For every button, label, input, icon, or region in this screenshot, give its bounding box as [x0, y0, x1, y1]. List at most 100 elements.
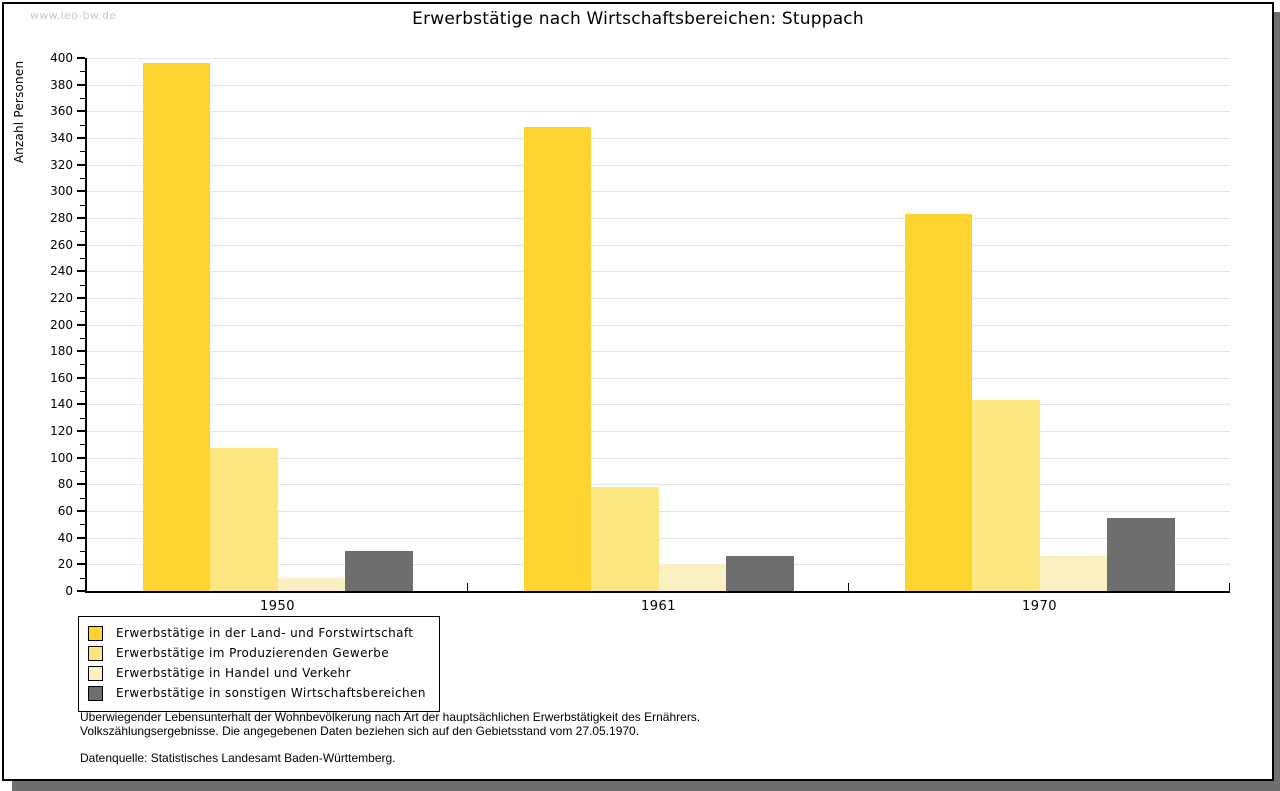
y-axis-tick-label: 140 [50, 397, 73, 412]
y-axis-minor-tick [80, 471, 85, 473]
y-axis-minor-tick [80, 177, 85, 179]
gridline [87, 164, 1230, 166]
y-axis-tick-label: 40 [57, 530, 73, 545]
bar-1961-series-1 [523, 127, 591, 591]
y-axis-minor-tick [80, 284, 85, 286]
y-axis-minor-tick [80, 577, 85, 579]
gridline [87, 111, 1230, 113]
footnote-line: Volkszählungsergebnisse. Die angegebenen… [80, 724, 640, 738]
gridline [87, 297, 1230, 299]
y-axis-tick [77, 350, 85, 353]
legend-swatch [88, 665, 103, 681]
legend-item: Erwerbstätige in Handel und Verkehr [88, 663, 426, 683]
y-axis-tick-label: 80 [57, 477, 73, 492]
y-axis-tick-label: 0 [65, 584, 73, 598]
gridline [87, 271, 1230, 273]
legend-swatch [88, 645, 103, 661]
y-axis-tick [77, 243, 85, 246]
y-axis-minor-tick [80, 124, 85, 126]
y-axis-tick-label: 280 [50, 210, 73, 225]
y-axis-tick-label: 160 [50, 370, 73, 385]
y-axis-tick [77, 57, 85, 59]
bar-1961-series-2 [591, 487, 659, 591]
y-axis-minor-tick [80, 97, 85, 99]
bar-1950-series-4 [345, 551, 413, 591]
y-axis-minor-tick [80, 151, 85, 153]
y-axis-minor-tick [80, 551, 85, 553]
y-axis-tick [77, 590, 85, 592]
gridline [87, 431, 1230, 433]
x-axis-tick [848, 583, 849, 591]
y-axis-tick [77, 536, 85, 539]
bar-1950-series-2 [210, 448, 278, 591]
y-axis-minor-tick [80, 257, 85, 259]
y-axis-tick [77, 456, 85, 459]
legend-item: Erwerbstätige in der Land- und Forstwirt… [88, 623, 426, 643]
y-axis-tick-label: 300 [50, 184, 73, 199]
y-axis-tick-label: 400 [50, 51, 73, 65]
y-axis-minor-tick [80, 444, 85, 446]
y-axis-minor-tick [80, 417, 85, 419]
gridline [87, 324, 1230, 326]
gridline [87, 244, 1230, 246]
y-axis-tick [77, 430, 85, 433]
y-axis-minor-tick [80, 497, 85, 499]
legend-label: Erwerbstätige in der Land- und Forstwirt… [116, 626, 414, 640]
y-axis-tick-label: 340 [50, 130, 73, 145]
gridline [87, 217, 1230, 219]
gridline [87, 484, 1230, 486]
footnotes: Überwiegender Lebensunterhalt der Wohnbe… [80, 710, 700, 765]
y-axis-minor-tick [80, 337, 85, 339]
gridline [87, 377, 1230, 379]
gridline [87, 84, 1230, 86]
bar-1961-series-4 [726, 556, 794, 591]
y-axis-minor-tick [80, 391, 85, 393]
y-axis-tick-label: 360 [50, 104, 73, 119]
y-axis-tick-label: 260 [50, 237, 73, 252]
legend-item: Erwerbstätige im Produzierenden Gewerbe [88, 643, 426, 663]
y-axis-tick [77, 563, 85, 566]
y-axis-minor-tick [80, 524, 85, 526]
y-axis-tick [77, 483, 85, 486]
watermark: www.leo-bw.de [30, 9, 117, 22]
chart-panel: www.leo-bw.de Erwerbstätige nach Wirtsch… [2, 2, 1274, 781]
x-axis-category-label: 1970 [1021, 599, 1058, 614]
legend-swatch [88, 685, 103, 701]
y-axis-tick-label: 120 [50, 424, 73, 439]
y-axis-tick [77, 190, 85, 193]
plot-area: Anzahl Personen 0 20 40 60 80 100 120 140 160 180… [12, 51, 1230, 614]
y-axis-tick-label: 200 [50, 317, 73, 332]
gridline [87, 58, 1230, 59]
y-axis-tick [77, 83, 85, 86]
x-axis-tick [467, 583, 468, 591]
y-axis-tick [77, 163, 85, 166]
y-axis-tick [77, 376, 85, 379]
y-axis-tick [77, 323, 85, 326]
bar-1970-series-4 [1107, 517, 1175, 591]
bar-1970-series-1 [904, 213, 972, 591]
y-axis-tick-label: 100 [50, 450, 73, 465]
y-axis-tick-label: 60 [57, 504, 73, 519]
legend-item: Erwerbstätige in sonstigen Wirtschaftsbe… [88, 683, 426, 703]
y-axis-minor-tick [80, 364, 85, 366]
y-axis-tick-label: 240 [50, 264, 73, 279]
gridline [87, 537, 1230, 539]
x-axis-category-label: 1961 [640, 599, 677, 614]
bar-1961-series-3 [658, 564, 726, 591]
bar-1950-series-3 [277, 577, 345, 591]
y-axis-minor-tick [80, 231, 85, 233]
y-axis-tick [77, 403, 85, 406]
y-axis-tick-label: 220 [50, 290, 73, 305]
y-axis-tick [77, 510, 85, 513]
y-axis-minor-tick [80, 204, 85, 206]
source-line: Datenquelle: Statistisches Landesamt Bad… [80, 751, 396, 765]
gridline [87, 351, 1230, 353]
y-axis-title: Anzahl Personen [12, 60, 26, 164]
footnote-line: Überwiegender Lebensunterhalt der Wohnbe… [80, 710, 701, 724]
legend-swatch [88, 625, 103, 641]
y-axis-tick-label: 180 [50, 344, 73, 359]
x-axis-category-label: 1950 [259, 599, 296, 614]
bar-1970-series-3 [1039, 556, 1107, 591]
y-axis-tick-label: 320 [50, 157, 73, 172]
gridline [87, 404, 1230, 406]
